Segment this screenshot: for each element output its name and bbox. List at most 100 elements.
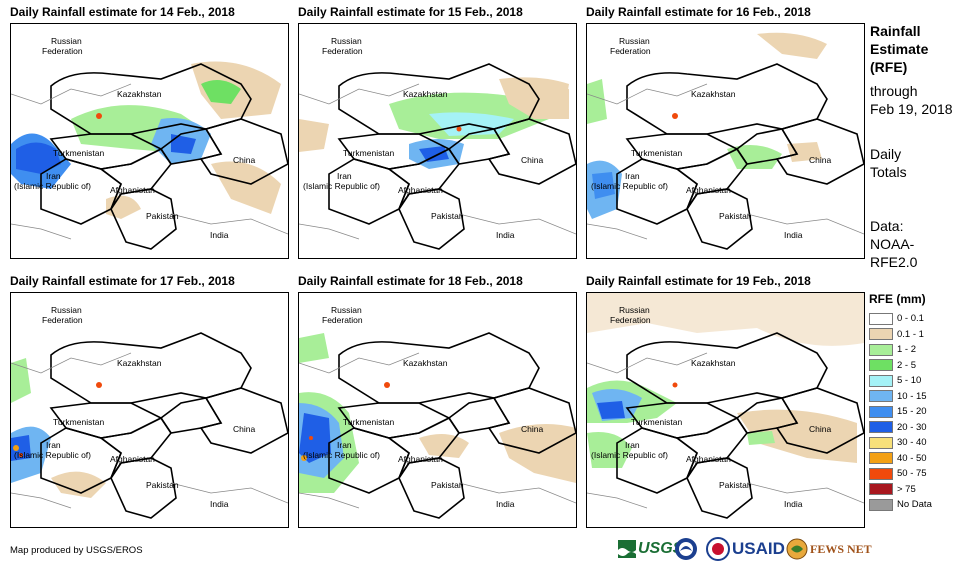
rainfall-map: Russian Federation Kazakhstan Turkmenist… (299, 36, 576, 250)
fewsnet-globe-icon (786, 538, 808, 560)
usaid-seal-icon (706, 537, 730, 561)
svg-text:Kazakhstan: Kazakhstan (403, 89, 448, 99)
svg-text:Pakistan: Pakistan (719, 211, 752, 221)
svg-text:(Islamic Republic of): (Islamic Republic of) (14, 181, 91, 191)
svg-text:Iran: Iran (46, 171, 61, 181)
legend-label: 5 - 10 (897, 375, 922, 387)
rainfall-overlay (11, 358, 106, 498)
panel-title: Daily Rainfall estimate for 14 Feb., 201… (10, 5, 235, 19)
legend-label: 15 - 20 (897, 406, 927, 418)
svg-text:India: India (496, 230, 515, 240)
svg-text:Turkmenistan: Turkmenistan (53, 148, 104, 158)
legend-item: No Data (869, 497, 932, 513)
gray-lines (11, 83, 288, 240)
country-borders (328, 332, 576, 519)
legend-item: > 75 (869, 482, 932, 498)
country-borders (328, 63, 576, 250)
legend-label: 40 - 50 (897, 452, 927, 464)
svg-text:China: China (521, 155, 543, 165)
legend-item: 5 - 10 (869, 373, 932, 389)
country-borders (616, 63, 864, 250)
daily-totals-note: Daily Totals (870, 146, 907, 180)
panel-title: Daily Rainfall estimate for 19 Feb., 201… (586, 274, 811, 288)
country-borders (616, 332, 864, 519)
map-frame: Russian Federation Kazakhstan Turkmenist… (10, 292, 289, 528)
legend-item: 30 - 40 (869, 435, 932, 451)
legend-swatch (869, 390, 893, 403)
country-borders (40, 332, 288, 519)
svg-text:Iran: Iran (46, 440, 61, 450)
svg-text:Pakistan: Pakistan (431, 211, 464, 221)
country-labels: Russian Federation Kazakhstan Turkmenist… (591, 305, 831, 509)
svg-text:Kazakhstan: Kazakhstan (691, 89, 736, 99)
usgs-logo: USGS (618, 538, 683, 560)
legend-item: 15 - 20 (869, 404, 932, 420)
svg-text:China: China (233, 424, 255, 434)
rainfall-map: Russian Federation Kazakhstan Turkmenist… (11, 305, 288, 519)
rainfall-panel-feb19: Daily Rainfall estimate for 19 Feb., 201… (586, 274, 865, 528)
svg-text:(Islamic Republic of): (Islamic Republic of) (591, 181, 668, 191)
gray-lines (587, 83, 864, 240)
rainfall-overlay (587, 32, 827, 219)
legend-label: > 75 (897, 483, 916, 495)
svg-text:China: China (233, 155, 255, 165)
country-labels: Russian Federation Kazakhstan Turkmenist… (14, 36, 255, 240)
svg-text:China: China (521, 424, 543, 434)
svg-text:Iran: Iran (337, 440, 352, 450)
legend-item: 0 - 0.1 (869, 311, 932, 327)
svg-text:Iran: Iran (625, 171, 640, 181)
svg-text:Turkmenistan: Turkmenistan (343, 148, 394, 158)
legend-label: 1 - 2 (897, 344, 917, 356)
svg-text:Pakistan: Pakistan (146, 211, 179, 221)
svg-text:Federation: Federation (42, 315, 83, 325)
legend-swatch (869, 452, 893, 465)
svg-text:Turkmenistan: Turkmenistan (631, 417, 682, 427)
legend-item: 10 - 15 (869, 389, 932, 405)
legend-label: 0.1 - 1 (897, 328, 924, 340)
country-labels: Russian Federation Kazakhstan Turkmenist… (303, 36, 543, 240)
legend-swatch (869, 436, 893, 449)
rainfall-panel-feb14: Daily Rainfall estimate for 14 Feb., 201… (10, 5, 289, 259)
seal-logo (706, 537, 730, 561)
rainfall-panel-feb17: Daily Rainfall estimate for 17 Feb., 201… (10, 274, 289, 528)
svg-text:Afghanistan: Afghanistan (110, 185, 155, 195)
rainfall-panel-feb15: Daily Rainfall estimate for 15 Feb., 201… (298, 5, 577, 259)
legend-item: 40 - 50 (869, 451, 932, 467)
svg-text:Iran: Iran (625, 440, 640, 450)
svg-text:Kazakhstan: Kazakhstan (117, 89, 162, 99)
noaa-logo (674, 538, 698, 560)
svg-text:Russian: Russian (331, 36, 362, 46)
svg-text:Turkmenistan: Turkmenistan (631, 148, 682, 158)
gray-lines (299, 352, 576, 509)
svg-text:Kazakhstan: Kazakhstan (403, 358, 448, 368)
legend-swatch (869, 312, 893, 325)
svg-text:Afghanistan: Afghanistan (398, 454, 443, 464)
svg-text:Federation: Federation (322, 315, 363, 325)
legend-swatch (869, 328, 893, 341)
svg-text:Kazakhstan: Kazakhstan (691, 358, 736, 368)
legend-item: 20 - 30 (869, 420, 932, 436)
svg-text:Pakistan: Pakistan (431, 480, 464, 490)
svg-text:(Islamic Republic of): (Islamic Republic of) (303, 450, 380, 460)
rainfall-map: Russian Federation Kazakhstan Turkmenist… (11, 36, 288, 250)
legend-label: 30 - 40 (897, 437, 927, 449)
legend-swatch (869, 498, 893, 511)
svg-text:Federation: Federation (610, 46, 651, 56)
svg-text:Pakistan: Pakistan (719, 480, 752, 490)
svg-text:Federation: Federation (322, 46, 363, 56)
svg-text:Pakistan: Pakistan (146, 480, 179, 490)
panel-title: Daily Rainfall estimate for 17 Feb., 201… (10, 274, 235, 288)
svg-text:(Islamic Republic of): (Islamic Republic of) (303, 181, 380, 191)
map-frame: Russian Federation Kazakhstan Turkmenist… (298, 23, 577, 259)
svg-text:Afghanistan: Afghanistan (398, 185, 443, 195)
legend-swatch (869, 483, 893, 496)
legend-item: 1 - 2 (869, 342, 932, 358)
panel-title: Daily Rainfall estimate for 15 Feb., 201… (298, 5, 523, 19)
usaid-logo: USAID (732, 539, 785, 558)
panel-title: Daily Rainfall estimate for 18 Feb., 201… (298, 274, 523, 288)
legend-item: 2 - 5 (869, 358, 932, 374)
rainfall-map: Russian Federation Kazakhstan Turkmenist… (587, 32, 864, 250)
panel-title: Daily Rainfall estimate for 16 Feb., 201… (586, 5, 811, 19)
svg-text:Kazakhstan: Kazakhstan (117, 358, 162, 368)
legend: 0 - 0.1 0.1 - 1 1 - 2 2 - 5 5 - 10 10 - 15 15 … (869, 311, 932, 513)
